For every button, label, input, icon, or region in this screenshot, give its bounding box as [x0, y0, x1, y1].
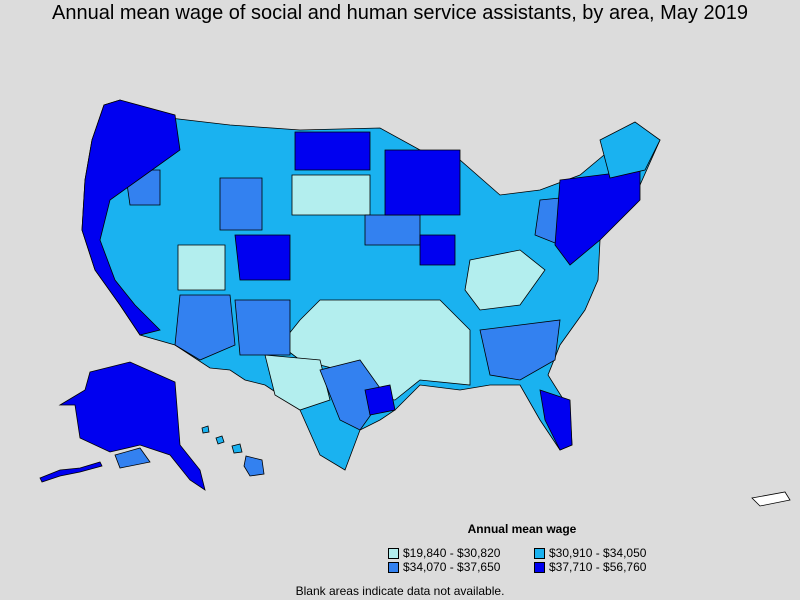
- contiguous-us: [81, 99, 661, 471]
- arizona-mid-region: [174, 294, 236, 361]
- aleutian-islands: [39, 461, 103, 483]
- hawaii-kauai: [201, 425, 210, 434]
- illinois-high-region: [419, 234, 456, 266]
- legend-item-range-3: $34,070 - $37,650: [388, 560, 500, 574]
- minnesota-wisconsin-high-region: [384, 149, 461, 216]
- legend-swatch-range-3: [388, 561, 399, 573]
- legend-item-range-1: $19,840 - $30,820: [388, 546, 500, 560]
- puerto-rico-shape: [751, 491, 791, 507]
- legend-label-range-4: $37,710 - $56,760: [549, 560, 647, 574]
- houston-high-region: [364, 384, 396, 416]
- legend-swatch-range-1: [388, 547, 399, 559]
- legend-label-range-3: $34,070 - $37,650: [403, 560, 501, 574]
- appalachia-low-region: [464, 249, 546, 311]
- legend-item-range-2: $30,910 - $34,050: [534, 546, 646, 560]
- hawaii-maui: [231, 443, 243, 454]
- florida-high-region: [539, 389, 573, 451]
- alaska: [39, 361, 206, 491]
- legend-item-range-4: $37,710 - $56,760: [534, 560, 646, 574]
- legend-label-range-2: $30,910 - $34,050: [549, 546, 647, 560]
- hawaii: [201, 425, 265, 477]
- alaska-shape: [58, 361, 206, 491]
- iowa-mid-region: [364, 214, 421, 246]
- new-england-base: [599, 121, 661, 179]
- alaska-panhandle-mid: [114, 447, 151, 469]
- map-title: Annual mean wage of social and human ser…: [52, 2, 748, 24]
- legend: Annual mean wage $19,840 - $30,820 $30,9…: [382, 520, 672, 580]
- hawaii-oahu: [215, 435, 225, 445]
- southeast-mid-region: [479, 319, 561, 381]
- legend-title: Annual mean wage: [467, 522, 577, 536]
- hawaii-big-island: [243, 455, 265, 477]
- puerto-rico: [751, 491, 791, 507]
- blank-areas-note: Blank areas indicate data not available.: [295, 584, 505, 598]
- north-dakota-high-region: [294, 131, 371, 171]
- legend-label-range-1: $19,840 - $30,820: [403, 546, 501, 560]
- wyoming-mid-region: [219, 177, 263, 231]
- plains-low-region: [291, 174, 371, 216]
- legend-swatch-range-2: [534, 547, 545, 559]
- colorado-high-region: [234, 234, 291, 281]
- newmexico-mid-region: [234, 299, 291, 356]
- pacific-coast-high-region: [81, 99, 181, 336]
- legend-swatch-range-4: [534, 561, 545, 573]
- utah-low-region: [177, 244, 226, 291]
- texas-west-low-region: [264, 354, 331, 411]
